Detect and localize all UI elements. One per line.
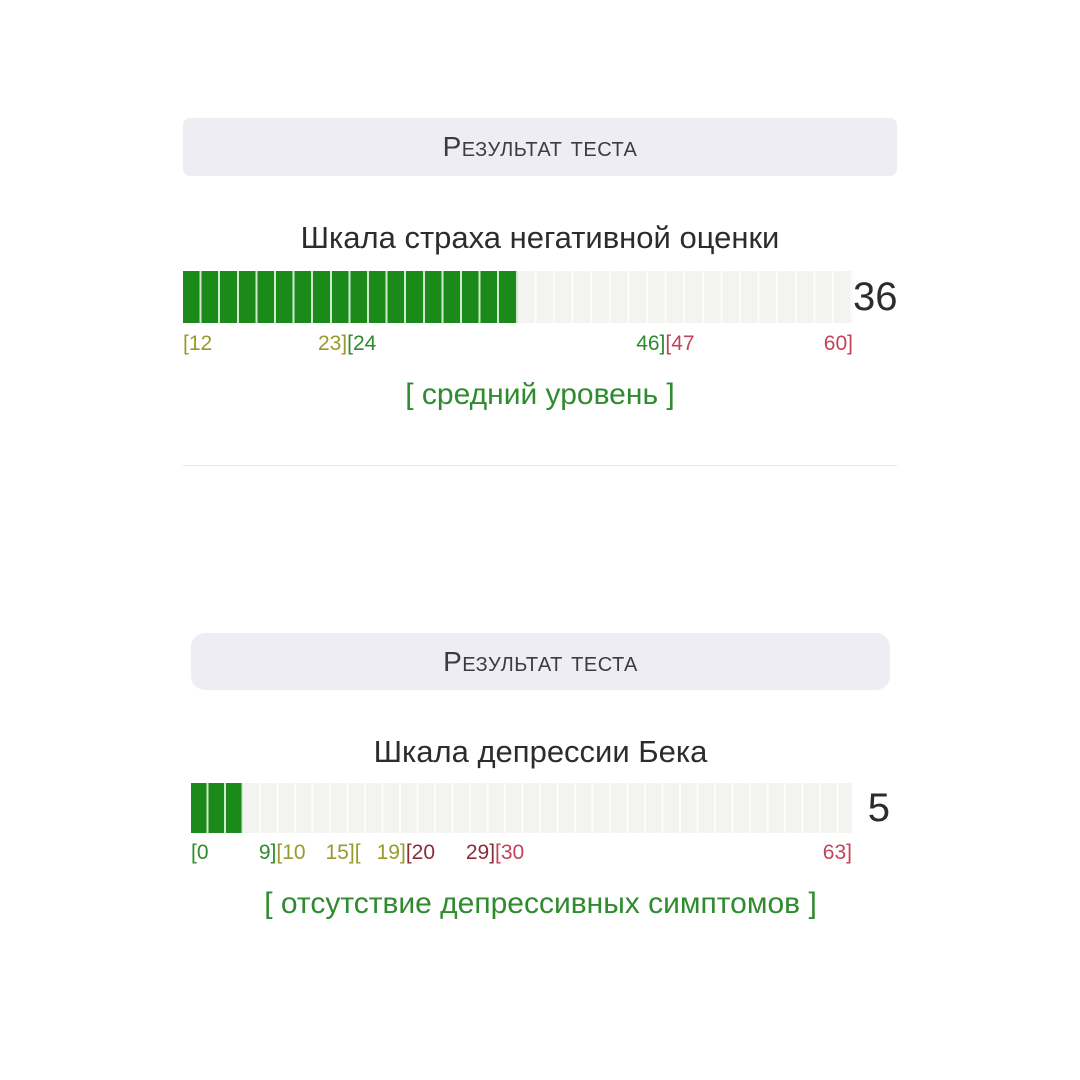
progress-bar-segments <box>191 783 852 833</box>
scale-boundary-part: [24 <box>347 332 377 355</box>
scale-boundary-part: 60] <box>823 332 853 355</box>
scale-boundary-label: 19][20 <box>377 841 435 865</box>
scale-boundary-label: 15][ <box>325 841 360 865</box>
scale-boundary-part: 29] <box>465 841 496 864</box>
result-status-text: [ отсутствие депрессивных симптомов ] <box>264 887 817 920</box>
scale-boundary-label: 23][24 <box>318 332 376 356</box>
result-header-banner: Результат теста <box>183 118 897 176</box>
scale-boundary-part: [47 <box>665 332 695 355</box>
scale-boundary-part: [ <box>354 841 361 864</box>
scale-boundary-label: [0 <box>191 841 209 865</box>
scale-labels: [0 9][10 15][19][20 29][30 63] <box>191 841 852 867</box>
scale-boundary-label: 9][10 <box>259 841 306 865</box>
score-value: 36 <box>853 275 898 319</box>
scale-boundary-label: 46][47 <box>636 332 694 356</box>
scale-boundary-label: 63] <box>823 841 852 865</box>
scale-boundary-part: 19] <box>376 841 406 864</box>
scale-boundary-part: [20 <box>405 841 436 864</box>
score-bar-row: 36 <box>183 271 898 323</box>
result-status-text: [ средний уровень ] <box>405 378 675 411</box>
scale-boundary-part: 63] <box>822 841 852 864</box>
scale-boundary-part: [10 <box>276 841 306 864</box>
scale-boundary-part: 46] <box>636 332 666 355</box>
result-header-banner: Результат теста <box>191 633 890 690</box>
progress-bar <box>191 783 852 833</box>
progress-bar-segments <box>183 271 853 323</box>
test-title: Шкала депрессии Бека <box>373 734 708 769</box>
score-bar-row: 5 <box>191 783 890 833</box>
scale-boundary-part: [30 <box>495 841 525 864</box>
section-divider <box>183 465 897 466</box>
scale-boundary-label: 29][30 <box>466 841 524 865</box>
scale-boundary-part: 9] <box>258 841 277 864</box>
scale-boundary-label: [12 <box>183 332 212 356</box>
progress-bar <box>183 271 853 323</box>
scale-boundary-part: 15] <box>325 841 355 864</box>
scale-boundary-label: 60] <box>824 332 853 356</box>
score-value: 5 <box>867 786 890 830</box>
scale-boundary-part: [0 <box>191 841 209 864</box>
scale-boundary-part: 23] <box>317 332 348 355</box>
result-header-label: Результат теста <box>442 131 638 162</box>
result-header-label: Результат теста <box>443 645 638 677</box>
scale-labels: [12 23][24 46][47 60] <box>183 332 853 358</box>
test-title: Шкала страха негативной оценки <box>300 220 780 255</box>
scale-boundary-part: [12 <box>183 332 213 355</box>
